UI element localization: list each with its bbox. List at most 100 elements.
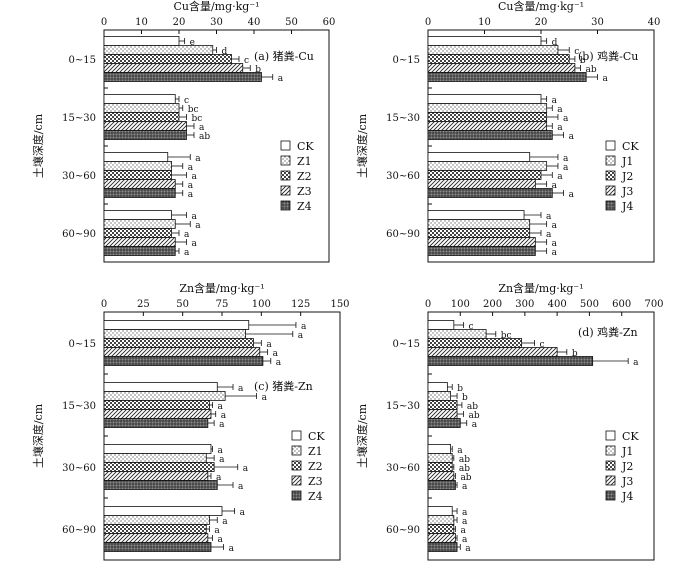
bar-Z3-15~30 (103, 409, 212, 419)
chart-panel-0: Cu含量/mg·kg⁻¹0 10 20 30 40 50 60土壤深度/cm0~15edcb… (31, 0, 336, 263)
x-tick-label: 400 (548, 299, 567, 310)
bar-Z1-0~15 (103, 329, 247, 339)
bar-Z2-15~30 (103, 400, 210, 410)
x-tick-label: 20 (535, 17, 548, 28)
bar-Z2-60~90 (103, 524, 207, 534)
legend-swatch (280, 155, 291, 166)
legend-swatch (291, 430, 302, 441)
significance-letter: bc (501, 331, 512, 341)
bar-Z2-30~60 (103, 462, 215, 472)
category-label: 15~30 (62, 401, 96, 412)
chart-panel-2: Zn含量/mg·kg⁻¹ 0 25 50 75 100 125 150 土壤深度/cm 0~15 a… (31, 281, 350, 561)
bar-J3-30~60 (427, 179, 536, 189)
bar-J1-15~30 (427, 103, 548, 113)
bar-CK-30~60 (103, 152, 169, 162)
bar-CK-15~30 (103, 382, 218, 392)
bar-Z3-15~30 (103, 121, 187, 131)
legend-swatch (291, 445, 302, 456)
bar-Z1-15~30 (103, 391, 226, 401)
x-axis-label: Cu含量/mg·kg⁻¹ (173, 0, 259, 13)
x-tick-label: 125 (291, 299, 310, 310)
significance-letter: c (244, 56, 249, 66)
legend-label: Z4 (308, 490, 323, 503)
bar-Z1-60~90 (103, 219, 176, 229)
significance-letter: a (266, 340, 272, 350)
category-label: 60~90 (62, 525, 96, 536)
bar-Z1-30~60 (103, 161, 172, 171)
x-tick-label: 10 (478, 17, 491, 28)
bar-J3-60~90 (427, 533, 456, 543)
bar-J1-0~15 (427, 329, 487, 339)
bar-Z3-30~60 (103, 179, 176, 189)
bar-J4-60~90 (427, 542, 458, 552)
bar-J4-15~30 (427, 130, 553, 140)
significance-letter: a (229, 544, 235, 554)
bar-Z4-60~90 (103, 542, 212, 552)
significance-letter: a (184, 230, 190, 240)
bar-J1-30~60 (427, 453, 453, 463)
x-tick-label: 600 (612, 299, 631, 310)
legend-label: J1 (621, 445, 633, 458)
x-tick-label: 40 (248, 17, 261, 28)
category-label: 15~30 (62, 113, 96, 124)
bar-CK-30~60 (427, 152, 531, 162)
bar-Z3-0~15 (103, 347, 261, 357)
significance-letter: a (199, 123, 205, 133)
significance-letter: c (469, 322, 474, 332)
bar-CK-15~30 (103, 94, 176, 104)
bar-J4-0~15 (427, 356, 594, 366)
significance-letter: a (192, 239, 198, 249)
significance-letter: ab (467, 402, 478, 412)
bar-CK-60~90 (427, 210, 525, 220)
bar-J4-15~30 (427, 418, 461, 428)
significance-letter: a (219, 420, 225, 430)
x-axis-label: Cu含量/mg·kg⁻¹ (498, 0, 584, 13)
significance-letter: a (465, 544, 471, 554)
significance-letter: a (462, 535, 468, 545)
x-tick-label: 700 (644, 299, 663, 310)
bar-J2-60~90 (427, 524, 455, 534)
bar-J3-0~15 (427, 347, 558, 357)
bar-Z3-30~60 (103, 471, 209, 481)
legend-label: Z4 (297, 200, 312, 213)
bar-Z2-30~60 (103, 170, 172, 180)
x-tick-label: 60 (323, 17, 336, 28)
bar-CK-30~60 (427, 444, 452, 454)
significance-letter: a (569, 190, 575, 200)
significance-letter: a (557, 123, 563, 133)
significance-letter: e (190, 38, 195, 48)
significance-letter: a (457, 446, 463, 456)
legend-swatch (605, 460, 616, 471)
x-tick-label: 10 (135, 17, 148, 28)
bar-J2-30~60 (427, 462, 453, 472)
legend-label: J2 (621, 170, 633, 183)
category-label: 60~90 (386, 229, 420, 240)
panel-label: (a) 猪粪-Cu (254, 49, 314, 63)
bar-CK-0~15 (427, 36, 542, 46)
bar-CK-60~90 (103, 210, 172, 220)
legend-swatch (291, 490, 302, 501)
category-label: 60~90 (386, 525, 420, 536)
significance-letter: c (574, 47, 579, 57)
bar-J2-0~15 (427, 54, 570, 64)
bar-J1-30~60 (427, 161, 548, 171)
bar-Z2-15~30 (103, 112, 180, 122)
x-tick-label: 200 (483, 299, 502, 310)
x-tick-label: 500 (580, 299, 599, 310)
legend-swatch (605, 430, 616, 441)
significance-letter: b (457, 384, 463, 394)
category-label: 15~30 (386, 113, 420, 124)
y-axis-label: 土壤深度/cm (31, 113, 45, 178)
legend-label: CK (622, 140, 639, 153)
x-tick-label: 0 (101, 299, 107, 310)
significance-letter: a (301, 322, 307, 332)
legend-label: Z3 (308, 475, 323, 488)
significance-letter: b (462, 393, 468, 403)
bar-Z2-0~15 (103, 54, 232, 64)
chart-panel-1: Cu含量/mg·kg⁻¹0 10 20 30 40土壤深度/cm0~15dcbaba15… (355, 0, 660, 263)
panel-label: (c) 猪粪-Zn (254, 379, 313, 393)
significance-letter: a (188, 181, 194, 191)
significance-letter: a (563, 163, 569, 173)
significance-letter: bc (192, 114, 203, 124)
